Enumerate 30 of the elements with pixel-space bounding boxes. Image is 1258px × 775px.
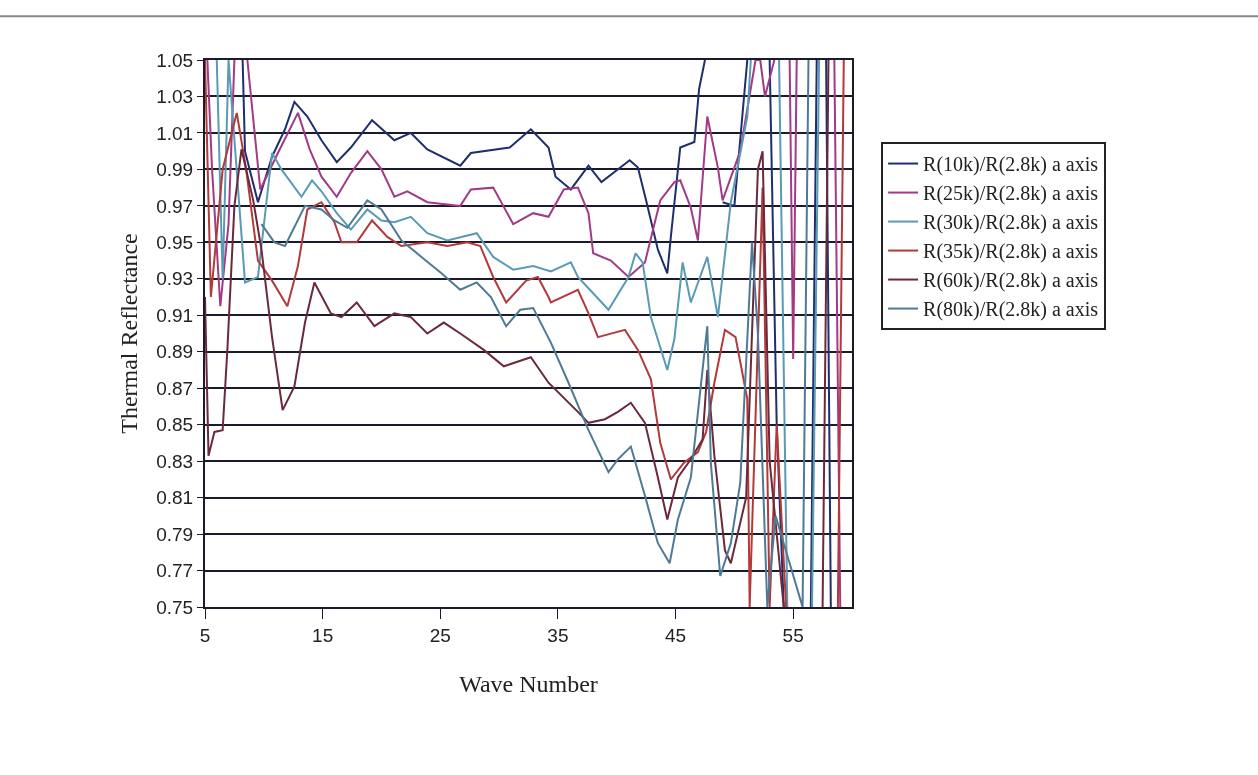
y-tick-label: 0.93 <box>156 268 194 290</box>
y-tick-label: 0.97 <box>156 195 194 217</box>
y-tick-label: 0.79 <box>156 523 194 545</box>
x-tick-label: 35 <box>547 624 569 646</box>
y-tick-label: 0.81 <box>156 487 194 509</box>
y-tick-label: 0.77 <box>156 560 194 582</box>
y-tick-label: 1.01 <box>156 122 194 144</box>
y-tick-label: 1.03 <box>156 86 194 108</box>
legend-label: R(35k)/R(2.8k) a axis <box>923 240 1099 264</box>
y-tick-label: 0.99 <box>156 159 194 181</box>
y-tick-label: 0.83 <box>156 450 194 472</box>
x-axis-title: Wave Number <box>459 670 598 697</box>
legend-label: R(25k)/R(2.8k) a axis <box>923 182 1099 206</box>
x-tick-label: 5 <box>199 624 211 646</box>
legend-label: R(80k)/R(2.8k) a axis <box>923 298 1099 322</box>
x-tick-label: 15 <box>312 624 334 646</box>
y-tick-label: 0.89 <box>156 341 194 363</box>
y-tick-label: 0.75 <box>156 596 194 618</box>
y-tick-label: 0.91 <box>156 304 194 326</box>
legend-label: R(30k)/R(2.8k) a axis <box>923 211 1099 235</box>
x-tick-label: 45 <box>664 624 687 646</box>
y-tick-label: 0.87 <box>156 377 194 399</box>
y-tick-label: 0.95 <box>156 231 194 253</box>
y-axis-title: Thermal Reflectance <box>115 233 142 434</box>
legend-label: R(10k)/R(2.8k) a axis <box>923 153 1099 177</box>
y-tick-label: 1.05 <box>156 49 194 71</box>
y-tick-label: 0.85 <box>156 414 194 436</box>
x-tick-label: 25 <box>429 624 451 646</box>
x-tick-label: 55 <box>782 624 804 646</box>
legend-label: R(60k)/R(2.8k) a axis <box>923 269 1099 293</box>
